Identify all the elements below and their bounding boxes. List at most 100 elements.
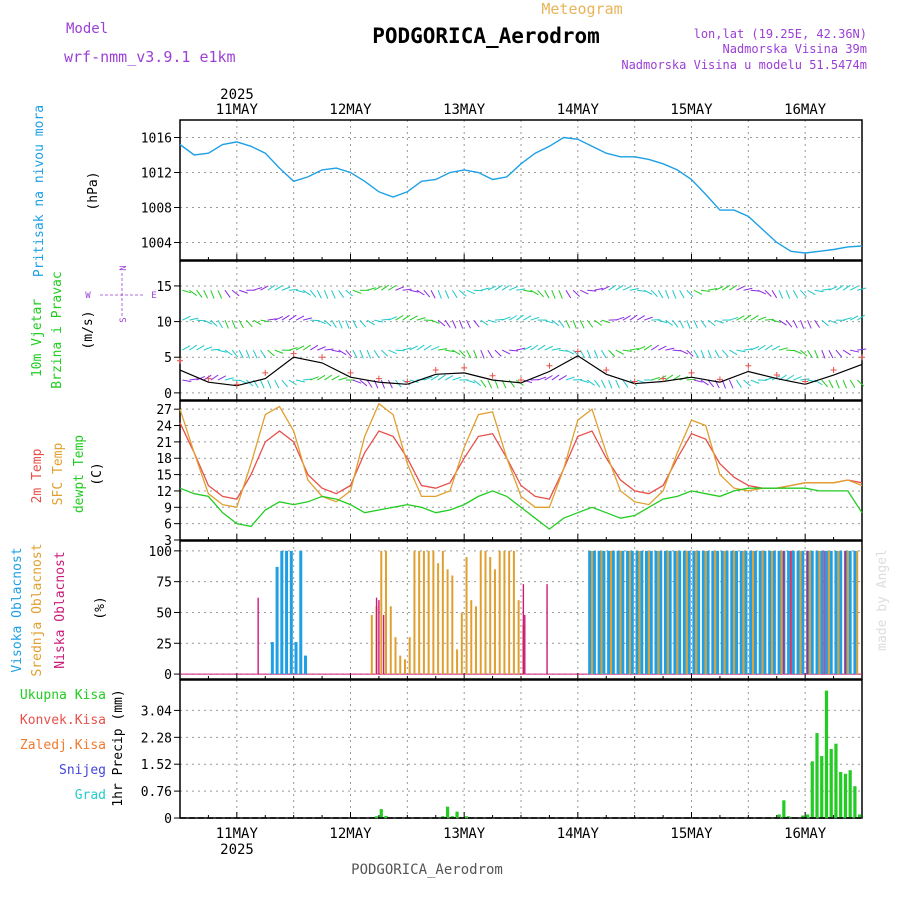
precip-bar <box>450 816 454 818</box>
wind-arrow <box>750 315 759 321</box>
wind-arrow <box>693 319 699 329</box>
wind-arrow <box>750 346 760 351</box>
gust-marker <box>546 362 553 369</box>
wind-arrow <box>359 379 368 387</box>
cloud-mid-bar <box>498 550 501 675</box>
gust-marker <box>375 375 382 382</box>
wind-arrow <box>210 374 219 381</box>
wind-arrow <box>707 349 712 359</box>
legend-total: Ukupna Kisa <box>20 688 106 703</box>
cloud-high-bar <box>592 550 596 675</box>
cloud-mid-bar <box>460 612 463 675</box>
cloud-high-bar <box>734 550 738 675</box>
cloud-high-bar <box>824 550 828 675</box>
wind-arrow <box>728 379 734 389</box>
pressure-labels: Pritisak na nivou mora (hPa) <box>32 105 101 277</box>
cloud-high-bar <box>697 550 701 675</box>
cloud-mid-bar <box>818 550 821 675</box>
wind-arrow <box>835 349 843 358</box>
wind-arrow <box>771 345 781 351</box>
cloud-high-bar <box>768 550 772 675</box>
wind-arrow <box>267 349 275 357</box>
wind-arrow <box>608 284 617 291</box>
wind-arrow <box>380 349 389 357</box>
wind-arrow <box>295 289 305 293</box>
wind-arrow <box>615 349 624 355</box>
wind-arrow <box>622 349 632 352</box>
wind-arrow <box>288 314 297 321</box>
cloud-mid-bar <box>403 659 406 675</box>
cloud-high-bar <box>621 550 625 675</box>
wind-arrow <box>352 319 358 329</box>
wind-arrow <box>551 319 560 327</box>
cloud-high-bar <box>645 550 649 675</box>
wind-arrow <box>189 378 199 381</box>
wind-arrow <box>679 289 685 299</box>
precip-bar <box>455 811 459 818</box>
wind-arrow <box>622 285 632 291</box>
compass-e: E <box>151 291 156 301</box>
wind-arrow <box>686 289 694 298</box>
wind-arrow <box>217 319 223 329</box>
wind-arrow <box>423 376 433 381</box>
wind-arrow <box>586 319 594 328</box>
wind-arrow <box>615 284 624 291</box>
legend-conv: Konvek.Kisa <box>20 713 106 728</box>
wind-arrow <box>444 375 454 381</box>
wind-arrow <box>672 319 679 328</box>
day-labels-top: 11MAY 12MAY 13MAY 14MAY 15MAY 16MAY <box>216 102 827 118</box>
wind-arrow <box>253 286 263 291</box>
wind-arrow <box>359 319 367 328</box>
wind-arrow <box>480 319 489 326</box>
cloud-mid-ylabel: Srednja Oblacnost <box>30 543 45 676</box>
precip-bar <box>853 786 857 818</box>
cloud-mid-bar <box>647 550 650 675</box>
wind-arrow <box>288 379 297 386</box>
cloud-mid-bar <box>837 550 840 675</box>
cloud-high-ylabel: Visoka Oblacnost <box>10 547 25 672</box>
cloud-high-bar <box>275 566 279 675</box>
gust-marker <box>688 369 695 376</box>
cloud-mid-bar <box>771 550 774 675</box>
wind-arrow <box>451 319 457 329</box>
wind-arrow <box>565 376 575 381</box>
day-label-top: 15MAY <box>670 102 713 118</box>
wind-arrow <box>210 348 220 351</box>
precip-bar <box>810 761 814 818</box>
cloud-high-bar <box>630 550 634 675</box>
wind-arrow <box>800 349 808 357</box>
compass-n: N <box>119 265 129 270</box>
gust-marker <box>631 378 638 385</box>
cloud-high-bar <box>626 550 630 675</box>
wind-arrow <box>452 349 461 355</box>
wind-arrow <box>729 316 739 321</box>
gust-marker <box>830 367 837 374</box>
cloud-high-bar <box>663 550 667 675</box>
ytick-label: 1.52 <box>141 758 172 773</box>
ytick-label: 1004 <box>141 237 172 252</box>
wind-arrow <box>196 344 205 351</box>
wind-arrow <box>814 319 821 328</box>
wind-arrow <box>615 316 625 321</box>
ytick-label: 75 <box>156 576 172 591</box>
panel-frame <box>179 400 863 541</box>
cloud-high-bar <box>801 550 805 675</box>
wind-arrow <box>700 379 709 386</box>
wind-arrow <box>409 345 418 351</box>
wind-arrow <box>814 289 824 293</box>
wind-arrow <box>849 315 859 321</box>
cloud-mid-bar <box>493 569 496 675</box>
wind-arrow <box>487 319 497 323</box>
precip-bar <box>815 733 819 818</box>
wind-arrow <box>572 319 577 329</box>
wind-arrow <box>743 348 753 351</box>
cloud-high-bar <box>687 550 691 675</box>
wind-arrow <box>700 319 707 328</box>
ytick-label: 0 <box>164 812 172 827</box>
wind-arrow <box>473 379 482 386</box>
wind-arrow <box>643 316 653 321</box>
cloud-mid-bar <box>742 550 745 675</box>
wind-arrow <box>331 375 340 381</box>
cloud-high-bar <box>299 550 303 675</box>
cloud-mid-bar <box>479 550 482 675</box>
